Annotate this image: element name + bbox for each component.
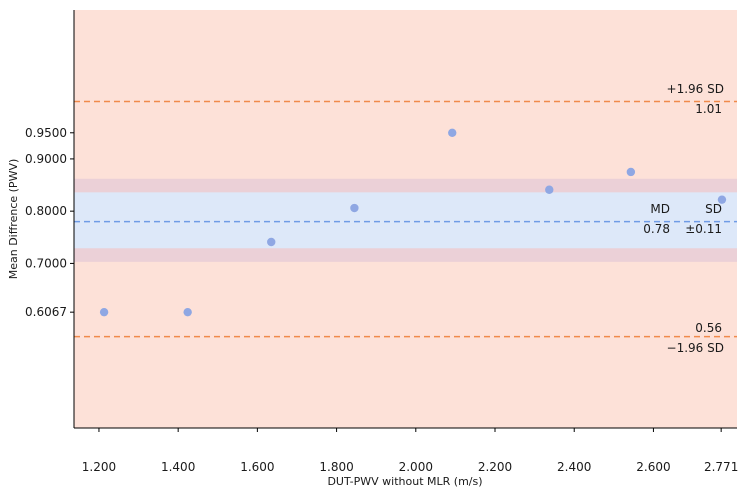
lower-loa-value: 0.56 — [695, 321, 722, 335]
axes-layer — [73, 10, 737, 429]
md-value: 0.78 — [643, 222, 670, 236]
sd-label: SD — [705, 202, 722, 216]
x-tick-label: 1.800 — [319, 460, 353, 474]
data-points-layer — [99, 128, 727, 317]
x-tick-label: 1.200 — [82, 460, 116, 474]
data-point — [99, 307, 109, 317]
x-tick-label: 2.400 — [557, 460, 591, 474]
y-tick-label: 0.9000 — [25, 152, 67, 166]
x-tick-label: 1.600 — [240, 460, 274, 474]
x-ticks: 1.200 1.400 1.600 1.800 2.000 2.200 2.400 2.600… — [82, 428, 738, 474]
y-ticks: 0.6067 0.7000 0.8000 0.9000 0.9500 — [25, 126, 74, 319]
data-point — [350, 203, 359, 213]
x-axis-label: DUT-PWV without MLR (m/s) — [327, 475, 482, 488]
data-point — [267, 237, 276, 247]
lower-loa-label: −1.96 SD — [667, 341, 724, 355]
sd-value: ±0.11 — [685, 222, 722, 236]
md-label: MD — [650, 202, 670, 216]
x-tick-label: 2.600 — [636, 460, 670, 474]
data-point — [626, 167, 636, 177]
y-axis-label: Mean Diffrence (PWV) — [7, 159, 20, 280]
bands-layer — [74, 10, 737, 428]
upper-loa-label: +1.96 SD — [667, 82, 724, 96]
sd-inner-band — [74, 192, 737, 249]
x-tick-label: 2.200 — [478, 460, 512, 474]
y-tick-label: 0.6067 — [25, 305, 67, 319]
data-point — [717, 195, 727, 204]
y-tick-label: 0.9500 — [25, 126, 67, 140]
x-tick-label: 2.000 — [399, 460, 433, 474]
x-tick-label: 2.771 — [704, 460, 738, 474]
upper-loa-value: 1.01 — [695, 102, 722, 116]
data-point — [183, 307, 192, 317]
data-point — [448, 128, 457, 137]
y-tick-label: 0.8000 — [25, 204, 67, 218]
x-tick-label: 1.400 — [161, 460, 195, 474]
y-tick-label: 0.7000 — [25, 256, 67, 270]
reference-lines-layer — [74, 100, 737, 338]
data-point — [545, 185, 554, 194]
